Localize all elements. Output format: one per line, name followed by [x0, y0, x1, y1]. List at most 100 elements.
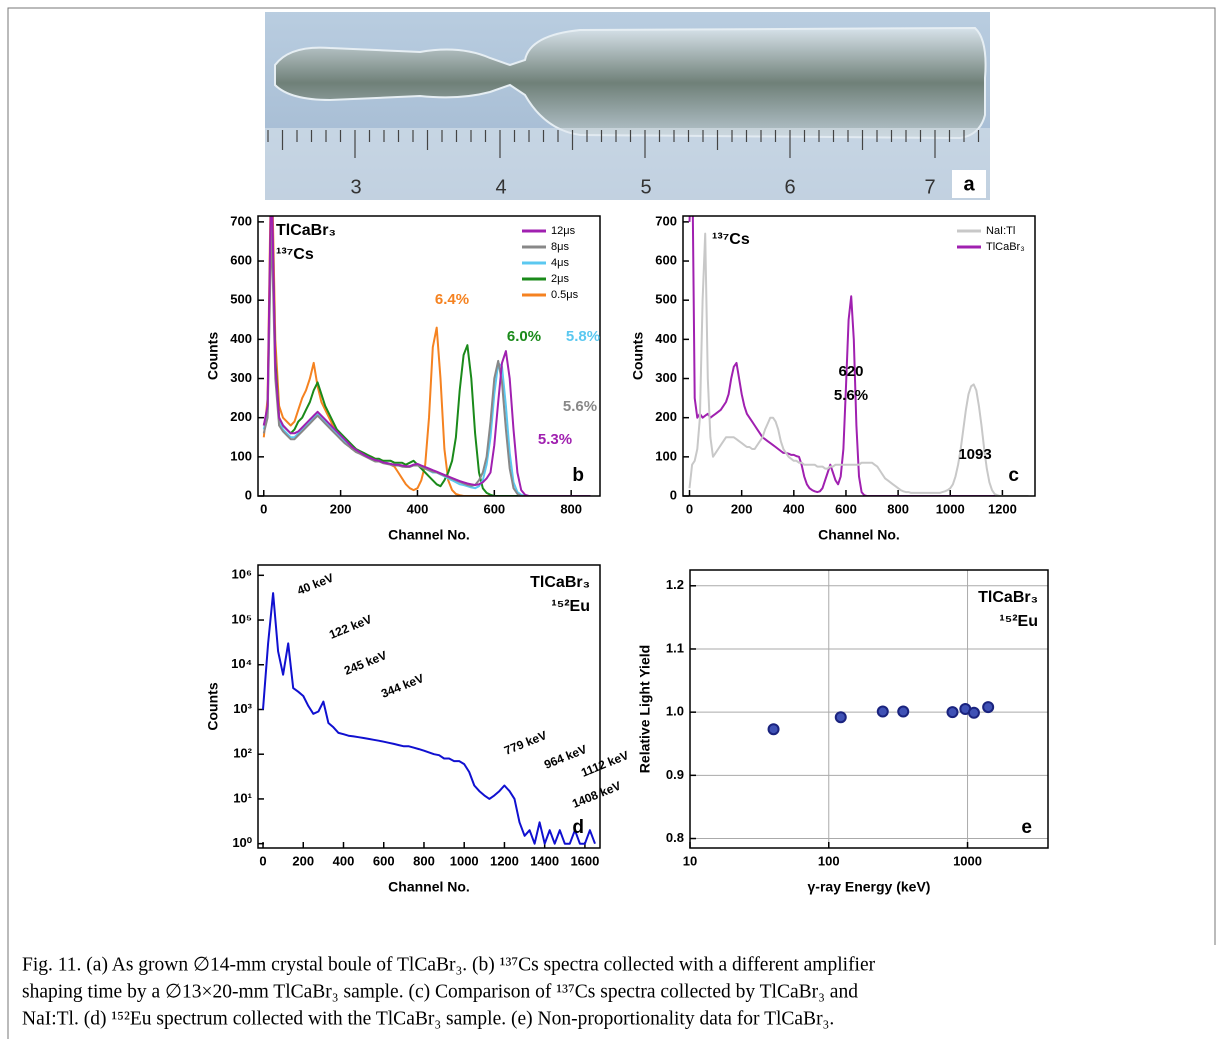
caption-line: shaping time by a ∅13×20-mm TlCaBr₃ samp… [22, 981, 858, 1002]
crystal-boule [274, 26, 987, 140]
y-tick-label: 700 [230, 213, 252, 228]
ruler-label: 5 [640, 176, 651, 198]
x-tick-label: 600 [483, 501, 505, 516]
chart-title: TlCaBr₃ [530, 574, 590, 591]
annotation: 1408 keV [570, 778, 623, 810]
x-axis-label: Channel No. [818, 527, 900, 543]
y-tick-label: 10³ [233, 701, 252, 716]
panel-label-box [952, 170, 986, 198]
y-tick-label: 0 [670, 487, 677, 502]
data-point [946, 706, 959, 719]
series-line [262, 216, 591, 496]
x-tick-label: 200 [292, 853, 314, 868]
chart-panel: 10⁰ 10¹ 10² 10³ 10⁴ 10⁵ 10⁶ 0 200 400 600 800 1000 12… [205, 564, 631, 895]
ruler-label: 3 [350, 176, 361, 198]
panel-label: b [572, 465, 584, 486]
panel-label: a [963, 173, 975, 195]
y-tick-label: 10⁰ [232, 835, 252, 850]
data-point [897, 705, 910, 718]
legend-label: 2μs [551, 273, 569, 285]
y-tick-label: 600 [655, 252, 677, 267]
y-tick-label: 100 [655, 448, 677, 463]
x-tick-label: 800 [560, 501, 582, 516]
chart-subtitle: ¹³⁷Cs [276, 246, 314, 263]
y-tick-label: 0.9 [666, 767, 684, 782]
annotation: 122 keV [327, 612, 374, 642]
annotation: 344 keV [379, 671, 426, 701]
x-tick-label: 1200 [490, 853, 519, 868]
x-tick-label: 400 [407, 501, 429, 516]
x-tick-label: 200 [731, 501, 753, 516]
x-tick-label: 800 [887, 501, 909, 516]
y-tick-label: 10² [233, 746, 252, 761]
x-tick-label: 600 [373, 853, 395, 868]
x-tick-label: 1200 [988, 501, 1017, 516]
annotation: 1093 [958, 446, 991, 463]
chart-panel: 0 100 200 300 400 500 600 700 0 200 400 600 800 1000 1… [630, 213, 1036, 543]
y-tick-label: 400 [655, 331, 677, 346]
annotation: 40 keV [295, 570, 336, 597]
y-axis-label: Counts [630, 332, 646, 380]
chart-subtitle: ¹⁵²Eu [999, 613, 1038, 630]
data-point [834, 711, 847, 724]
panel-label: c [1008, 465, 1019, 486]
x-axis-label: Channel No. [388, 879, 470, 895]
annotation: 5.6% [834, 387, 868, 404]
data-point [767, 723, 780, 736]
panel-label: d [572, 817, 584, 838]
chart-title: TlCaBr₃ [276, 222, 336, 239]
x-tick-label: 1400 [530, 853, 559, 868]
x-tick-label: 10 [683, 853, 697, 868]
series-line [262, 220, 591, 496]
x-tick-label: 100 [818, 853, 840, 868]
y-tick-label: 0.8 [666, 830, 684, 845]
chart-title: ¹³⁷Cs [712, 231, 750, 248]
annotation: 245 keV [342, 648, 389, 678]
ruler-label: 6 [784, 176, 795, 198]
chart-subtitle: ¹⁵²Eu [551, 598, 590, 615]
legend-label: 12μs [551, 225, 576, 237]
y-tick-label: 300 [655, 370, 677, 385]
annotation: 779 keV [502, 728, 549, 758]
panel-label: e [1021, 817, 1032, 838]
plot-frame [689, 569, 1049, 849]
plot-frame [257, 564, 601, 849]
y-tick-label: 400 [230, 331, 252, 346]
x-tick-label: 1600 [570, 853, 599, 868]
x-tick-label: 1000 [450, 853, 479, 868]
x-tick-label: 1000 [936, 501, 965, 516]
y-tick-label: 300 [230, 370, 252, 385]
annotation: 620 [838, 363, 863, 380]
annotation: 5.3% [538, 431, 572, 448]
series-line [688, 232, 1029, 496]
legend-label: 8μs [551, 241, 569, 253]
annotation: 6.0% [507, 328, 541, 345]
y-tick-label: 10⁵ [231, 611, 252, 626]
x-tick-label: 200 [330, 501, 352, 516]
x-axis-label: γ-ray Energy (keV) [808, 879, 931, 895]
y-tick-label: 10⁴ [231, 656, 252, 671]
x-tick-label: 800 [413, 853, 435, 868]
x-tick-label: 0 [260, 501, 267, 516]
y-axis-label: Counts [205, 682, 221, 730]
ruler [265, 128, 990, 200]
y-axis-label: Counts [205, 332, 221, 380]
x-tick-label: 0 [686, 501, 693, 516]
legend-label: NaI:Tl [986, 225, 1015, 237]
x-tick-label: 600 [835, 501, 857, 516]
data-point [982, 701, 995, 714]
plot-frame [682, 215, 1036, 497]
y-tick-label: 500 [655, 292, 677, 307]
x-tick-label: 400 [333, 853, 355, 868]
y-tick-label: 200 [230, 409, 252, 424]
annotation: 5.8% [566, 328, 600, 345]
legend-label: 0.5μs [551, 289, 579, 301]
legend-label: 4μs [551, 257, 569, 269]
x-tick-label: 400 [783, 501, 805, 516]
x-tick-label: 0 [259, 853, 266, 868]
x-axis-label: Channel No. [388, 527, 470, 543]
annotation: 6.4% [435, 291, 469, 308]
chart-panel: 0 100 200 300 400 500 600 700 0 200 400 600 800 12μs 8… [205, 213, 601, 543]
legend-label: TlCaBr₃ [986, 241, 1025, 253]
